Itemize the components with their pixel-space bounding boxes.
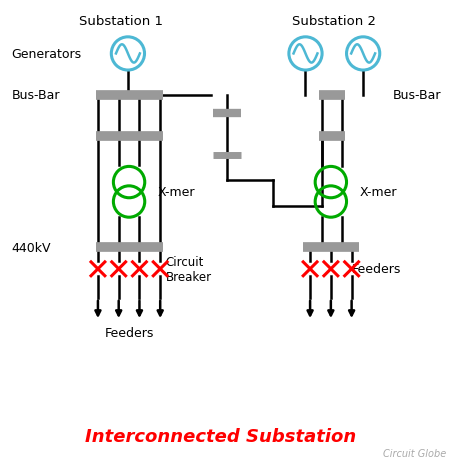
Text: Circuit
Breaker: Circuit Breaker [166, 255, 212, 283]
Text: X-mer: X-mer [158, 186, 195, 199]
Text: Substation 1: Substation 1 [79, 15, 163, 28]
Text: Bus-Bar: Bus-Bar [393, 89, 442, 102]
Text: Substation 2: Substation 2 [292, 15, 376, 28]
Text: Generators: Generators [12, 48, 82, 61]
Text: Feeders: Feeders [351, 263, 401, 276]
Text: Feeders: Feeders [104, 327, 154, 340]
Text: Bus-Bar: Bus-Bar [12, 89, 60, 102]
Text: Circuit Globe: Circuit Globe [383, 448, 446, 458]
Text: X-mer: X-mer [359, 186, 397, 199]
Text: 440kV: 440kV [12, 241, 51, 254]
Text: Interconnected Substation: Interconnected Substation [85, 427, 356, 445]
